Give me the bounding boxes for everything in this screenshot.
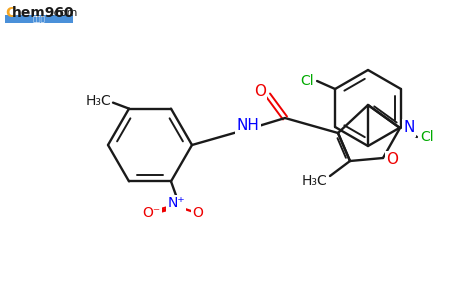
Text: O: O xyxy=(254,84,266,98)
Text: O⁻: O⁻ xyxy=(142,206,160,220)
Text: H₃C: H₃C xyxy=(302,174,328,188)
Text: Cl: Cl xyxy=(420,130,434,144)
Text: O: O xyxy=(386,152,398,168)
Text: NH: NH xyxy=(237,117,259,132)
Text: Cl: Cl xyxy=(300,74,314,88)
Text: O: O xyxy=(192,206,203,220)
Bar xyxy=(5,15,73,23)
Text: N: N xyxy=(403,120,415,135)
Text: hem960: hem960 xyxy=(12,6,74,20)
Text: 化工网: 化工网 xyxy=(33,16,46,22)
Text: C: C xyxy=(5,6,15,20)
Text: H₃C: H₃C xyxy=(86,94,112,108)
Text: N⁺: N⁺ xyxy=(167,196,185,210)
Text: .com: .com xyxy=(51,8,78,18)
